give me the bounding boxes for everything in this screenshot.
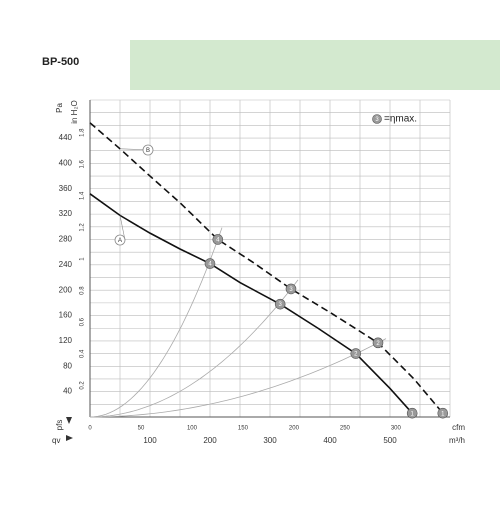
- y2-tick-label: 1.2: [80, 223, 86, 232]
- pressure-label: pfs: [55, 420, 64, 431]
- point-label: 2: [354, 352, 358, 358]
- y-tick-label: 440: [59, 133, 73, 142]
- x2-tick-label: 300: [391, 426, 402, 432]
- point-label: 3: [279, 302, 283, 308]
- x2-unit: cfm: [452, 423, 465, 432]
- point-marker: [350, 348, 362, 359]
- point-label: 1: [441, 411, 445, 417]
- header-band: [130, 40, 500, 90]
- y-tick-label: 240: [59, 260, 73, 269]
- efficiency-line: [89, 279, 299, 418]
- x2-tick-label: 150: [238, 426, 249, 432]
- y-tick-label: 280: [59, 235, 73, 244]
- efficiency-line: [89, 227, 223, 418]
- y2-tick-label: 1.4: [80, 191, 86, 200]
- axis-arrows: [66, 417, 73, 441]
- efficiency-line: [89, 338, 387, 418]
- header-tab: [30, 40, 130, 90]
- legend-symbol: 3: [375, 117, 379, 123]
- legend-symbol-circle: [372, 114, 382, 124]
- point-marker: [204, 258, 216, 269]
- point-label: 2: [376, 341, 380, 347]
- series-name: B: [146, 148, 150, 154]
- x-tick-label: 500: [383, 436, 397, 445]
- name-leader: [119, 215, 126, 241]
- point-label: 4: [208, 262, 212, 268]
- x2-tick-label: 100: [187, 426, 198, 432]
- y-tick-label: 360: [59, 184, 73, 193]
- x2-tick-label: 0: [88, 426, 92, 432]
- chart-title: BP-500: [42, 56, 79, 68]
- y2-tick-label: 1.8: [80, 128, 86, 137]
- x2-tick-label: 50: [138, 426, 145, 432]
- x-tick-label: 300: [263, 436, 277, 445]
- x-unit: m³/h: [449, 436, 465, 445]
- point-label: 4: [216, 238, 220, 244]
- y-tick-label: 320: [59, 209, 73, 218]
- point-marker: [437, 407, 449, 419]
- point-label: 1: [411, 411, 415, 417]
- y-label: Pa: [55, 103, 64, 113]
- x-tick-label: 100: [143, 436, 157, 445]
- y-tick-label: 200: [59, 285, 73, 294]
- y2-tick-label: 0.6: [80, 317, 86, 326]
- y-tick-label: 40: [63, 387, 72, 396]
- x2-tick-label: 250: [340, 426, 351, 432]
- y-tick-label: 80: [63, 361, 72, 370]
- y2-tick-label: 0.4: [80, 349, 86, 358]
- y-tick-label: 120: [59, 336, 73, 345]
- y2-label: in H₂O: [70, 100, 79, 124]
- y2-tick-label: 1: [80, 257, 86, 261]
- y2-tick-label: 0.8: [80, 286, 86, 295]
- point-marker: [372, 337, 384, 349]
- y-tick-label: 400: [59, 159, 73, 168]
- legend-text: =ηmax.: [384, 114, 417, 125]
- name-circle: [114, 234, 126, 246]
- series-name: A: [118, 238, 122, 244]
- point-label: 3: [289, 287, 293, 293]
- y2-tick-label: 1.6: [80, 159, 86, 168]
- point-marker: [285, 283, 297, 295]
- y-tick-label: 160: [59, 311, 73, 320]
- x-tick-label: 400: [323, 436, 337, 445]
- x-label: qv: [52, 436, 60, 445]
- curve: [89, 193, 413, 414]
- name-circle: [142, 144, 154, 156]
- x-tick-label: 200: [203, 436, 217, 445]
- curve: [89, 122, 444, 414]
- point-marker: [212, 234, 224, 245]
- x2-tick-label: 200: [289, 426, 300, 432]
- point-marker: [274, 298, 286, 310]
- point-marker: [406, 407, 418, 419]
- y2-tick-label: 0.2: [80, 381, 86, 390]
